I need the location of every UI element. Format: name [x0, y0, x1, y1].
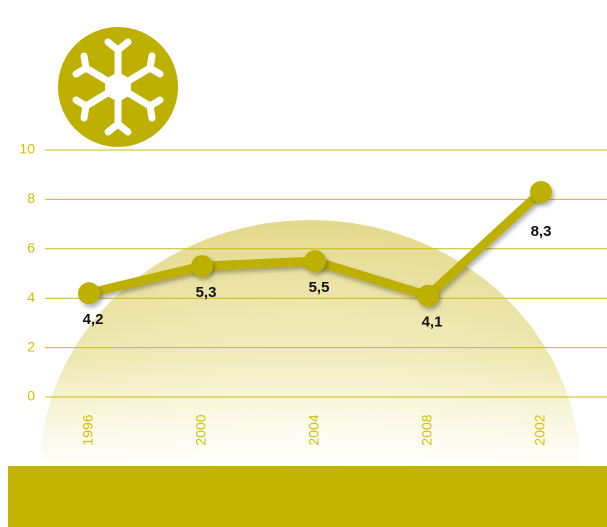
- marker: [417, 284, 439, 307]
- x-tick-label: 1996: [80, 414, 96, 445]
- y-tick-label: 2: [27, 338, 35, 354]
- snowflake-icon: [58, 27, 178, 147]
- x-tick-label: 2004: [306, 414, 322, 445]
- marker: [530, 180, 552, 203]
- y-tick-label: 4: [27, 289, 35, 305]
- x-tick-label: 2002: [532, 414, 548, 445]
- data-label: 4,1: [422, 314, 443, 331]
- x-tick-label: 2008: [419, 414, 435, 445]
- marker: [304, 250, 326, 273]
- data-label: 5,3: [196, 284, 217, 301]
- y-tick-label: 8: [27, 190, 35, 206]
- y-tick-label: 6: [27, 240, 35, 256]
- data-label: 8,3: [531, 223, 552, 240]
- y-tick-label: 0: [27, 388, 35, 404]
- x-tick-label: 2000: [193, 414, 209, 445]
- marker: [191, 255, 213, 278]
- background-fade: [30, 360, 590, 470]
- footer-bar: [8, 466, 607, 527]
- data-label: 4,2: [83, 311, 104, 328]
- data-label: 5,5: [309, 279, 330, 296]
- marker: [78, 282, 100, 305]
- y-tick-label: 10: [19, 141, 35, 157]
